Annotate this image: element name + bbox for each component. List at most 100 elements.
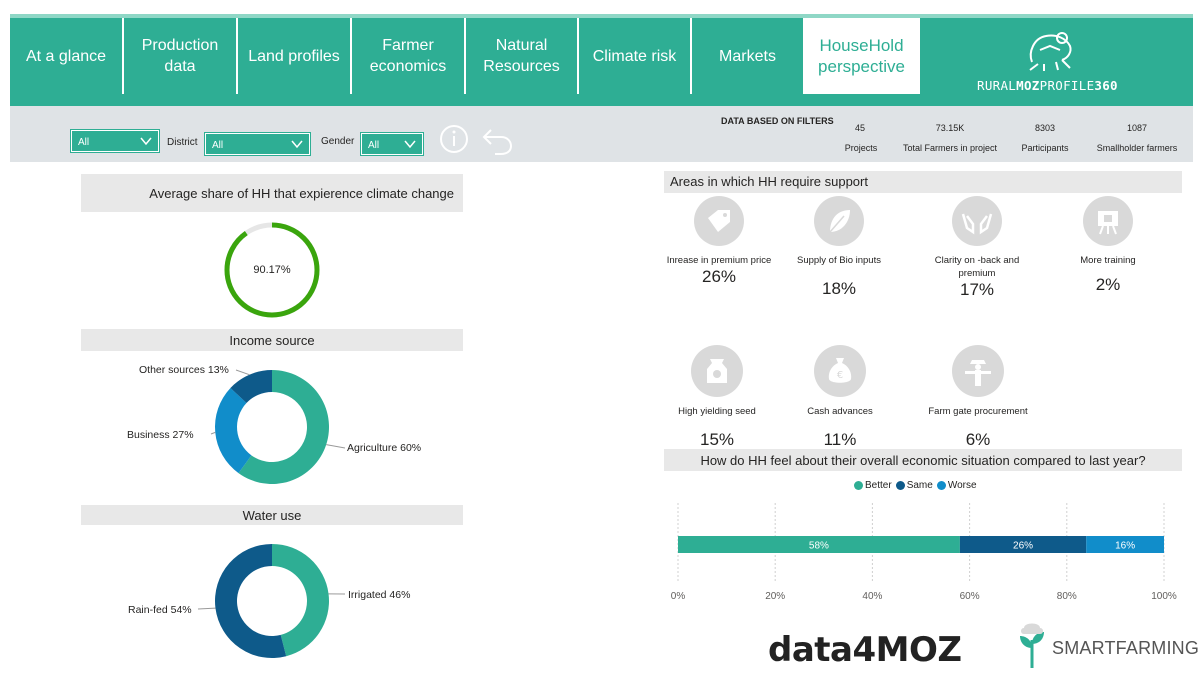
kpi-title: DATA BASED ON FILTERS xyxy=(721,116,834,126)
support-label: Inrease in premium price xyxy=(666,255,772,266)
kpi-participants-value: 8303 xyxy=(1034,123,1056,133)
x-tick-label: 20% xyxy=(765,591,785,602)
water-label-irrigated: Irrigated 46% xyxy=(348,589,411,601)
support-label: Clarity on -back and premium xyxy=(934,255,1020,279)
income-leader-2 xyxy=(235,369,250,376)
support-label: More training xyxy=(1080,255,1136,266)
income-leader-1 xyxy=(210,431,216,435)
support-item-premium-price: Inrease in premium price 26% xyxy=(659,196,779,287)
income-leader-0 xyxy=(326,444,346,449)
tab-production-data[interactable]: Production data xyxy=(124,18,238,94)
kpi-smallholder-value: 1087 xyxy=(1126,123,1148,133)
leaf-icon xyxy=(814,196,864,246)
legend-dot-better xyxy=(854,481,863,490)
econ-chart-legend: Better Same Worse xyxy=(854,480,977,491)
province-select[interactable]: All xyxy=(70,129,160,153)
top-nav-bar xyxy=(10,14,1193,106)
support-percent: 17% xyxy=(959,280,995,299)
filter-bar xyxy=(10,106,1193,162)
income-panel-title: Income source xyxy=(81,329,463,351)
district-label: District xyxy=(167,137,198,148)
x-tick-label: 80% xyxy=(1057,591,1077,602)
support-label: Supply of Bio inputs xyxy=(797,255,881,266)
ruralmoz-logo: RURALMOZPROFILE360 xyxy=(962,20,1182,100)
tab-natural-resources[interactable]: Natural Resources xyxy=(466,18,579,94)
kpi-smallholder-label: Smallholder farmers xyxy=(1096,143,1178,153)
bar-label-same: 26% xyxy=(1013,541,1033,552)
x-tick-label: 40% xyxy=(862,591,882,602)
support-percent: 26% xyxy=(701,267,737,286)
legend-label-worse: Worse xyxy=(947,480,977,491)
water-label-rainfed: Rain-fed 54% xyxy=(128,604,192,616)
legend-dot-worse xyxy=(936,481,946,490)
income-slice-1 xyxy=(215,387,252,474)
bar-segment-worse xyxy=(1086,536,1164,553)
support-item-cash-advances: € Cash advances 11% xyxy=(780,345,900,450)
kpi-projects-label: Projects xyxy=(844,143,878,153)
frog-logo-icon xyxy=(1029,32,1072,71)
legend-label-better: Better xyxy=(865,480,892,491)
chevron-down-icon xyxy=(404,140,416,149)
support-percent: 18% xyxy=(821,279,857,298)
ruralmoz-logo-text: RURALMOZPROFILE360 xyxy=(977,78,1118,93)
support-item-farm-gate-procurement: Farm gate procurement 6% xyxy=(918,345,1038,450)
undo-icon[interactable] xyxy=(481,124,515,156)
chevron-down-icon xyxy=(291,140,303,149)
tab-at-a-glance[interactable]: At a glance xyxy=(10,18,124,94)
legend-item-same: Same xyxy=(895,480,933,491)
water-panel-title: Water use xyxy=(81,505,463,525)
legend-label-same: Same xyxy=(906,480,933,491)
data4moz-logo: data4MOZ xyxy=(768,630,962,670)
svg-text:€: € xyxy=(837,370,843,381)
income-slice-2 xyxy=(230,370,272,404)
scarecrow-icon xyxy=(952,345,1004,397)
bar-segment-same xyxy=(959,536,1087,553)
support-item-bio-inputs: Supply of Bio inputs 18% xyxy=(779,196,899,299)
hands-icon xyxy=(952,196,1002,246)
legend-item-worse: Worse xyxy=(936,480,977,491)
water-slice-1 xyxy=(214,544,287,658)
support-percent: 11% xyxy=(823,430,857,449)
kpi-total-farmers-value: 73.15K xyxy=(935,123,965,133)
kpi-total-farmers-label: Total Farmers in project xyxy=(902,143,998,153)
smartfarming-plant-icon xyxy=(1020,623,1044,668)
x-tick-label: 0% xyxy=(671,591,686,602)
kpi-participants-label: Participants xyxy=(1021,143,1069,153)
district-select[interactable]: All xyxy=(204,132,311,156)
tab-land-profiles[interactable]: Land profiles xyxy=(238,18,352,94)
money-bag-icon: € xyxy=(814,345,866,397)
support-label: High yielding seed xyxy=(678,406,756,417)
support-label: Farm gate procurement xyxy=(928,406,1028,417)
water-slice-0 xyxy=(272,544,329,657)
support-percent: 15% xyxy=(699,430,735,449)
water-leader-1 xyxy=(197,607,216,610)
gender-label: Gender xyxy=(321,136,355,147)
legend-dot-same xyxy=(895,481,905,490)
support-percent: 2% xyxy=(1095,275,1121,294)
gender-select[interactable]: All xyxy=(360,132,424,156)
tab-climate-risk[interactable]: Climate risk xyxy=(579,18,692,94)
tab-household-perspective[interactable]: HouseHold perspective xyxy=(805,18,920,94)
income-label-business: Business 27% xyxy=(127,429,194,441)
kpi-projects-value: 45 xyxy=(854,123,865,133)
info-icon[interactable] xyxy=(439,124,469,154)
support-label: Cash advances xyxy=(807,406,873,417)
bar-label-worse: 16% xyxy=(1115,541,1135,552)
district-select-value: All xyxy=(212,140,224,151)
tab-markets[interactable]: Markets xyxy=(692,18,805,94)
province-select-value: All xyxy=(78,137,90,148)
econ-chart-title: How do HH feel about their overall econo… xyxy=(664,449,1182,471)
legend-item-better: Better xyxy=(854,480,892,491)
support-percent: 6% xyxy=(965,430,991,449)
income-label-agriculture: Agriculture 60% xyxy=(347,442,422,454)
climate-gauge-value: 90.17% xyxy=(253,264,291,276)
tab-farmer-economics[interactable]: Farmer economics xyxy=(352,18,466,94)
support-panel-title: Areas in which HH require support xyxy=(664,171,1182,193)
gender-select-value: All xyxy=(368,140,380,151)
seed-bag-icon xyxy=(691,345,743,397)
presentation-icon xyxy=(1083,196,1133,246)
support-item-clarity-premium: Clarity on -back and premium 17% xyxy=(917,196,1037,300)
x-tick-label: 100% xyxy=(1151,591,1177,602)
chevron-down-icon xyxy=(140,137,152,146)
support-item-more-training: More training 2% xyxy=(1048,196,1168,295)
